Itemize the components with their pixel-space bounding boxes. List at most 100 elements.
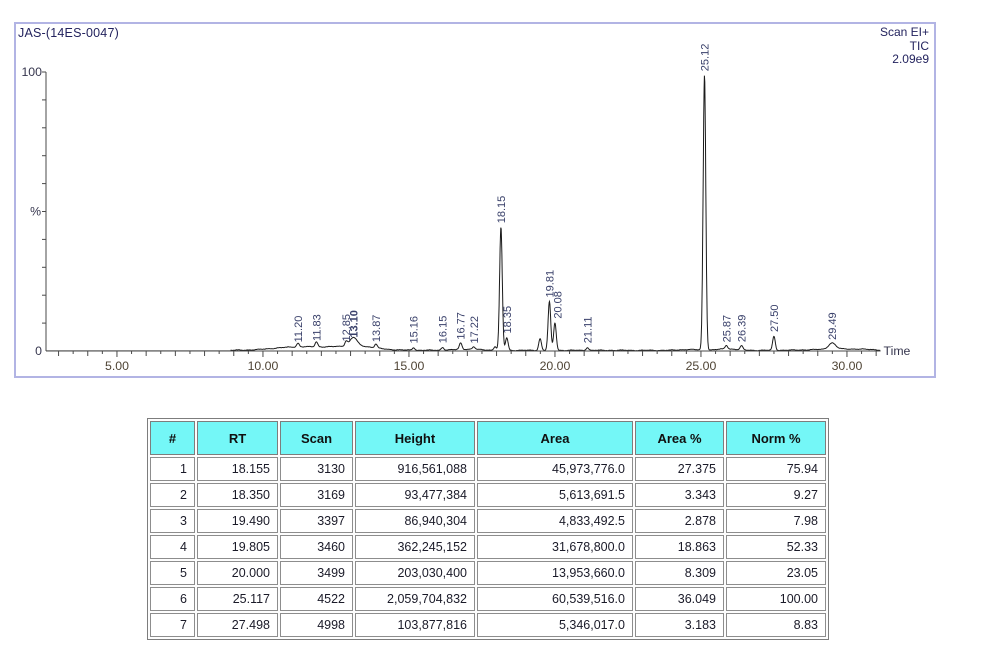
peak-table-cell: 3.343: [635, 483, 724, 507]
peak-rt-label: 19.81: [544, 270, 556, 298]
svg-text:20.00: 20.00: [540, 359, 571, 373]
peak-rt-label: 13.87: [371, 315, 383, 343]
svg-text:100: 100: [21, 65, 42, 79]
signal-type-label: TIC: [909, 38, 929, 53]
peak-table-head: # RT Scan Height Area Area % Norm %: [150, 421, 826, 455]
chromatogram-plot: 100 0% 5.00 10.00 15.00 20.00 25.00 30.00 Time 11…: [21, 44, 911, 373]
peak-table-cell: 3460: [280, 535, 353, 559]
peak-table-cell: 20.000: [197, 561, 278, 585]
peak-table-cell: 9.27: [726, 483, 826, 507]
y-axis-labels: 100 0%: [21, 65, 42, 358]
peak-rt-label: 16.15: [438, 316, 450, 344]
peak-table-cell: 916,561,088: [355, 457, 475, 481]
peak-table-cell: 60,539,516.0: [477, 587, 633, 611]
acquisition-info: Scan EI+ TIC 2.09e9: [879, 25, 929, 67]
peak-table-cell: 19.805: [197, 535, 278, 559]
peak-rt-label: 15.16: [409, 316, 421, 344]
peak-table-header-cell: RT: [197, 421, 278, 455]
peak-rt-label: 11.20: [293, 316, 305, 343]
peak-table-cell: 45,973,776.0: [477, 457, 633, 481]
peak-rt-label: 18.15: [496, 196, 508, 224]
tic-trace: [45, 75, 881, 352]
peak-table-cell: 3169: [280, 483, 353, 507]
svg-text:%: %: [30, 205, 41, 219]
sample-id-label: JAS-(14ES-0047): [18, 26, 119, 40]
peak-table-cell: 75.94: [726, 457, 826, 481]
peak-rt-label: 25.12: [699, 44, 711, 72]
peak-table-body: 1 18.155 3130 916,561,088 45,973,776.0 27.375…: [150, 457, 826, 637]
peak-table-row: 3 19.490 3397 86,940,304 4,833,492.5 2.878 7.9…: [150, 509, 826, 533]
peak-rt-label: 21.11: [582, 316, 594, 343]
peak-table-cell: 4998: [280, 613, 353, 637]
peak-table-cell: 27.375: [635, 457, 724, 481]
peak-table-header-cell: Norm %: [726, 421, 826, 455]
peak-table-cell: 27.498: [197, 613, 278, 637]
peak-table-cell: 3130: [280, 457, 353, 481]
peak-table-cell: 100.00: [726, 587, 826, 611]
peak-table: # RT Scan Height Area Area % Norm % 1 18.155 313…: [147, 418, 829, 640]
svg-text:10.00: 10.00: [248, 359, 279, 373]
peak-table-row: 6 25.117 4522 2,059,704,832 60,539,516.0 36.0…: [150, 587, 826, 611]
peak-table-cell: 31,678,800.0: [477, 535, 633, 559]
time-axis-label: Time: [884, 344, 911, 358]
peak-table-cell: 103,877,816: [355, 613, 475, 637]
intensity-scale-label: 2.09e9: [892, 52, 929, 66]
peak-table-cell: 362,245,152: [355, 535, 475, 559]
peak-table-row: 4 19.805 3460 362,245,152 31,678,800.0 18.863…: [150, 535, 826, 559]
peak-rt-label: 26.39: [737, 315, 749, 343]
x-axis-labels: 5.00 10.00 15.00 20.00 25.00 30.00 Time: [105, 344, 911, 373]
peak-table-cell: 3499: [280, 561, 353, 585]
peak-table-row: 5 20.000 3499 203,030,400 13,953,660.0 8.309 2…: [150, 561, 826, 585]
peak-table-row: 1 18.155 3130 916,561,088 45,973,776.0 27.375…: [150, 457, 826, 481]
peak-table-cell: 5,613,691.5: [477, 483, 633, 507]
peak-table-cell: 8.309: [635, 561, 724, 585]
peak-table-cell: 4522: [280, 587, 353, 611]
peak-table-cell: 203,030,400: [355, 561, 475, 585]
svg-text:0: 0: [35, 344, 42, 358]
peak-table-cell: 2.878: [635, 509, 724, 533]
peak-table-cell: 18.863: [635, 535, 724, 559]
peak-table-header-cell: #: [150, 421, 195, 455]
axes: [42, 71, 881, 357]
peak-table-cell: 4,833,492.5: [477, 509, 633, 533]
peak-table-cell: 3.183: [635, 613, 724, 637]
peak-table-cell: 7: [150, 613, 195, 637]
peak-table-cell: 3397: [280, 509, 353, 533]
peak-table-header-cell: Area: [477, 421, 633, 455]
peak-rt-label: 13.10: [348, 310, 360, 338]
peak-table-cell: 25.117: [197, 587, 278, 611]
scan-mode-label: Scan EI+: [879, 25, 929, 39]
peak-table-cell: 4: [150, 535, 195, 559]
peak-table-cell: 2,059,704,832: [355, 587, 475, 611]
peak-table-cell: 18.350: [197, 483, 278, 507]
peak-table-cell: 8.83: [726, 613, 826, 637]
peak-table-cell: 23.05: [726, 561, 826, 585]
peak-table-cell: 52.33: [726, 535, 826, 559]
peak-rt-label: 20.08: [552, 291, 564, 319]
peak-table-cell: 86,940,304: [355, 509, 475, 533]
peak-table-row: 2 18.350 3169 93,477,384 5,613,691.5 3.343 9.2…: [150, 483, 826, 507]
peak-table-cell: 5,346,017.0: [477, 613, 633, 637]
peak-table-header-cell: Scan: [280, 421, 353, 455]
peak-rt-label: 27.50: [769, 305, 781, 333]
peak-table-cell: 13,953,660.0: [477, 561, 633, 585]
peak-rt-label: 25.87: [721, 315, 733, 343]
peak-rt-label: 18.35: [502, 306, 514, 334]
peak-rt-label: 12.85: [341, 314, 353, 342]
peak-table-header-cell: Height: [355, 421, 475, 455]
peak-rt-label: 16.77: [456, 312, 468, 340]
peak-table-cell: 3: [150, 509, 195, 533]
peak-table-cell: 1: [150, 457, 195, 481]
svg-text:15.00: 15.00: [394, 359, 425, 373]
peak-rt-label: 17.22: [469, 316, 481, 344]
peak-table-cell: 7.98: [726, 509, 826, 533]
peak-table-cell: 93,477,384: [355, 483, 475, 507]
peak-table-cell: 5: [150, 561, 195, 585]
peak-rt-label: 11.83: [311, 314, 323, 341]
peak-rt-label: 29.49: [827, 312, 839, 340]
chromatogram-panel: 100 0% 5.00 10.00 15.00 20.00 25.00 30.00 Time 11…: [14, 22, 936, 378]
peak-table-cell: 18.155: [197, 457, 278, 481]
peak-table-cell: 19.490: [197, 509, 278, 533]
